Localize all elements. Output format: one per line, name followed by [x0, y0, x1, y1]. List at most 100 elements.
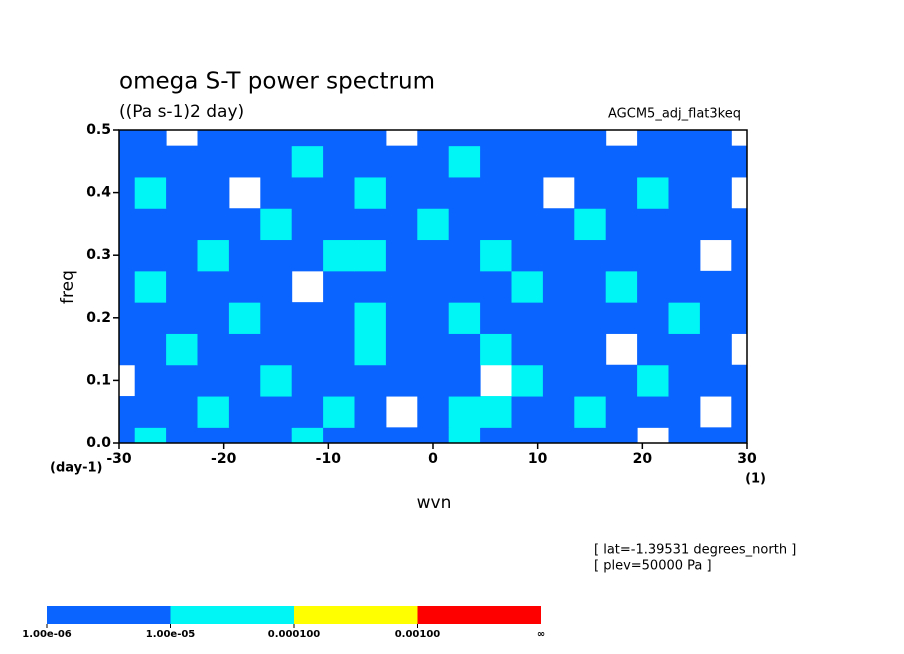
contour-cell [542, 364, 575, 397]
contour-cell [605, 396, 638, 428]
contour-cell [511, 176, 544, 209]
contour-cell [731, 270, 747, 303]
contour-cell [511, 208, 544, 241]
contour-cell [291, 130, 324, 147]
chart-title: omega S-T power spectrum [119, 69, 435, 95]
colorbar-label: ∞ [537, 629, 545, 640]
contour-cell [668, 396, 701, 428]
contour-cell [119, 208, 136, 241]
contour-cell [448, 145, 481, 178]
contour-cell [323, 302, 355, 334]
contour-cell [166, 302, 198, 334]
contour-cell [291, 427, 324, 443]
contour-cell [542, 333, 575, 366]
contour-cell [605, 176, 638, 209]
contour-cell [511, 130, 544, 147]
contour-cell [197, 145, 230, 178]
contour-cell [166, 270, 198, 303]
contour-cell [197, 427, 230, 443]
contour-cell [574, 239, 607, 272]
contour-cell [417, 270, 450, 303]
contour-cell [354, 130, 387, 147]
contour-cell [605, 270, 638, 303]
contour-cell [699, 145, 732, 178]
contour-cell [511, 239, 544, 272]
contour-cell [134, 427, 167, 443]
contour-cell [291, 176, 324, 209]
contour-cell [731, 145, 747, 178]
contour-cell [166, 396, 198, 428]
contour-cell [668, 176, 701, 209]
contour-cell [637, 333, 669, 366]
contour-cell [637, 270, 669, 303]
contour-cell [134, 396, 167, 428]
contour-cell [448, 302, 481, 334]
contour-cell [480, 270, 512, 303]
contour-cell [134, 239, 167, 272]
contour-cell [228, 239, 261, 272]
colorbar-segment [47, 606, 171, 624]
x-tick-label: -10 [316, 451, 342, 467]
contour-cell [228, 302, 261, 334]
contour-cell [574, 364, 607, 397]
contour-cell [166, 364, 198, 397]
contour-cell [699, 427, 732, 443]
contour-cell [385, 270, 418, 303]
contour-cell [197, 302, 230, 334]
contour-cell [197, 208, 230, 241]
contour-cell [134, 302, 167, 334]
contour-cell [417, 130, 450, 147]
contour-cell [134, 130, 167, 147]
contour-cell [260, 145, 293, 178]
contour-cell [731, 427, 747, 443]
contour-cell [260, 364, 293, 397]
contour-cell [323, 270, 355, 303]
contour-cell [480, 302, 512, 334]
contour-cell [134, 145, 167, 178]
contour-cell [511, 427, 544, 443]
x-tick-label: -20 [211, 451, 237, 467]
colorbar-label: 0.00100 [395, 629, 441, 640]
contour-cell [119, 333, 136, 366]
contour-cell [260, 239, 293, 272]
contour-cell [637, 364, 669, 397]
contour-cell [542, 302, 575, 334]
contour-cell [354, 333, 387, 366]
contour-cell [731, 302, 747, 334]
contour-cell [448, 130, 481, 147]
contour-cell [605, 427, 638, 443]
contour-cell [385, 364, 418, 397]
contour-cell [228, 396, 261, 428]
contour-cell [668, 427, 701, 443]
contour-cell [605, 145, 638, 178]
contour-cell [354, 239, 387, 272]
contour-cell [228, 130, 261, 147]
contour-cell [119, 427, 136, 443]
contour-cell [480, 130, 512, 147]
contour-cell [417, 396, 450, 428]
contour-cell [354, 270, 387, 303]
contour-cell [668, 145, 701, 178]
contour-cell [119, 145, 136, 178]
contour-cell [291, 396, 324, 428]
contour-cell [480, 208, 512, 241]
x-tick-label: -30 [106, 451, 132, 467]
contour-cell [448, 333, 481, 366]
contour-cell [511, 364, 544, 397]
contour-cell [197, 270, 230, 303]
contour-cell [699, 270, 732, 303]
contour-cell [480, 176, 512, 209]
contour-cell [574, 270, 607, 303]
contour-cell [480, 239, 512, 272]
contour-cell [542, 130, 575, 147]
contour-cell [574, 176, 607, 209]
contour-cell [354, 208, 387, 241]
contour-cell [668, 302, 701, 334]
contour-cell [166, 333, 198, 366]
y-tick-label: 0.4 [86, 185, 111, 201]
contour-cell [134, 208, 167, 241]
contour-cell [134, 364, 167, 397]
contour-cell [574, 302, 607, 334]
contour-cell [260, 208, 293, 241]
